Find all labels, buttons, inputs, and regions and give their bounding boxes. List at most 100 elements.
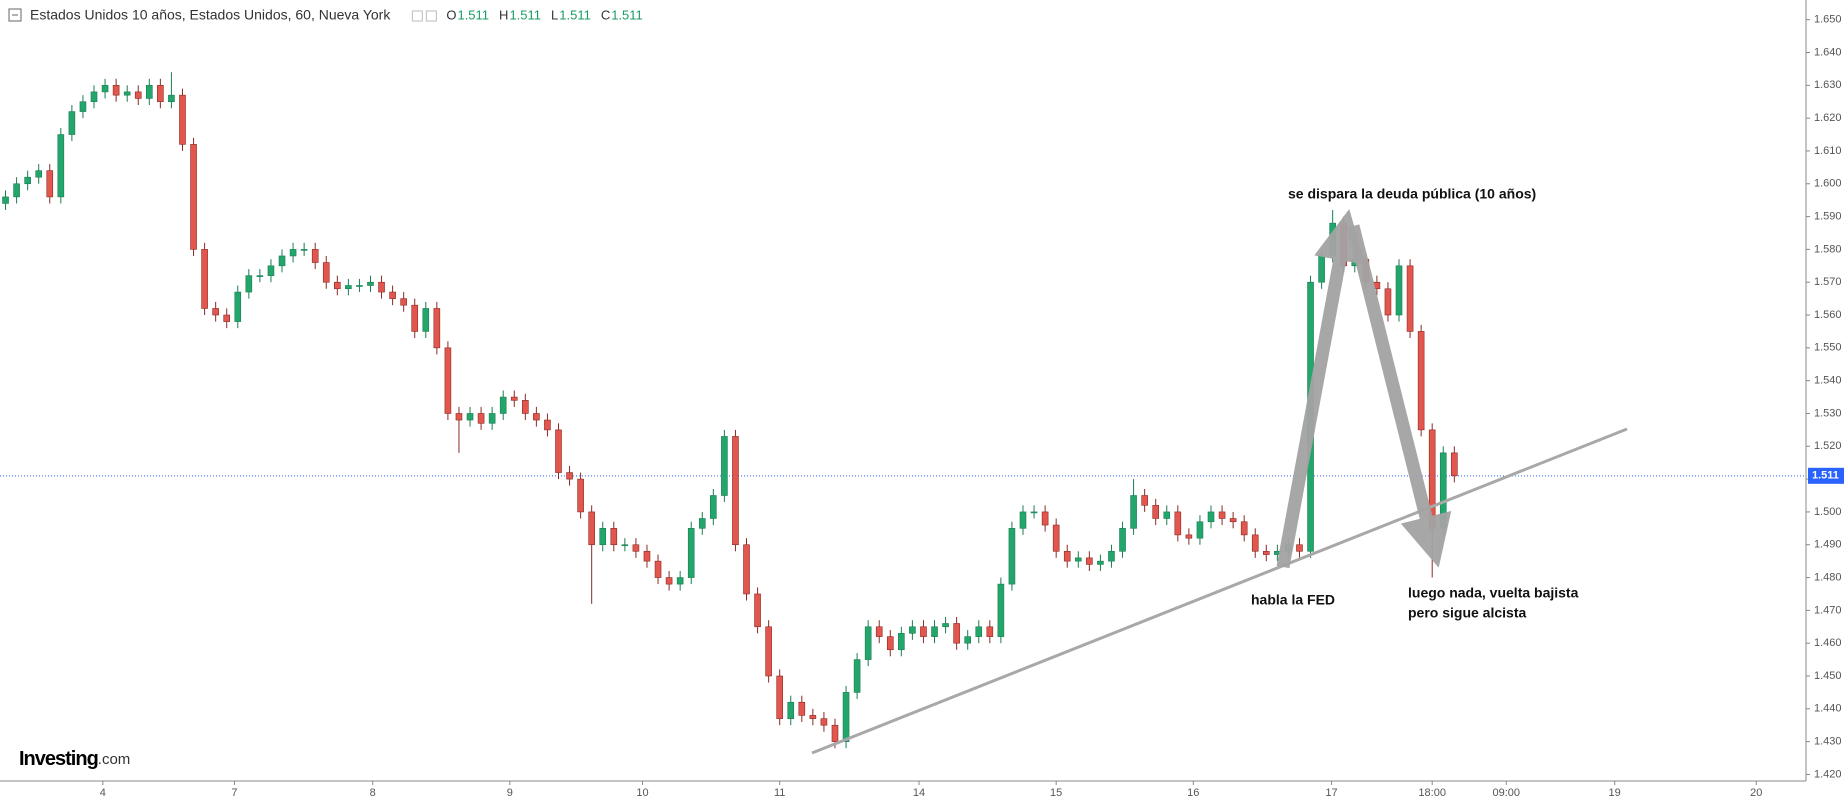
y-tick-label: 1.650 xyxy=(1814,14,1842,26)
price-badge-label: 1.511 xyxy=(1812,470,1839,482)
candle-body xyxy=(1395,265,1403,316)
candle-body xyxy=(1052,524,1060,552)
candle-body xyxy=(931,626,938,637)
y-tick-label: 1.580 xyxy=(1814,243,1842,255)
candle-body xyxy=(1218,511,1226,519)
candle-body xyxy=(256,275,264,277)
candle-body xyxy=(477,413,485,424)
chart-title: Estados Unidos 10 años, Estados Unidos, … xyxy=(30,7,391,23)
candle-body xyxy=(676,577,684,585)
candle-body xyxy=(909,626,916,634)
candle-body xyxy=(544,419,551,431)
y-tick-label: 1.550 xyxy=(1814,342,1842,354)
candle-body xyxy=(13,183,20,198)
candle-body xyxy=(234,291,242,322)
candle-body xyxy=(1229,518,1237,523)
candle-body xyxy=(267,265,275,276)
candle-body xyxy=(223,314,231,322)
candle-body xyxy=(1384,288,1392,316)
candle-body xyxy=(1097,560,1104,565)
legend-value: 1.511 xyxy=(457,7,489,22)
candle-body xyxy=(46,170,54,198)
candle-body xyxy=(853,659,861,693)
candle-body xyxy=(157,85,164,103)
candle-body xyxy=(1130,495,1137,529)
candle-body xyxy=(168,94,175,103)
y-tick-label: 1.610 xyxy=(1814,145,1842,157)
candle-body xyxy=(1296,544,1303,552)
legend-key: O xyxy=(446,7,456,22)
collapse-icon[interactable] xyxy=(8,8,22,22)
candle-body xyxy=(1108,550,1115,562)
x-tick-label: 15 xyxy=(1050,787,1062,799)
candle-body xyxy=(1251,534,1259,552)
candle-body xyxy=(920,626,927,637)
candle-body xyxy=(510,396,518,401)
y-tick-label: 1.570 xyxy=(1814,276,1842,288)
candle-body xyxy=(643,550,651,562)
y-tick-label: 1.500 xyxy=(1814,506,1842,518)
y-tick-label: 1.430 xyxy=(1814,736,1842,748)
candle-body xyxy=(1329,222,1336,257)
annotation: pero sigue alcista xyxy=(1408,605,1526,621)
candle-body xyxy=(953,623,960,644)
candle-body xyxy=(79,101,87,112)
candle-body xyxy=(698,518,706,529)
candle-body xyxy=(311,249,319,263)
candle-body xyxy=(1086,557,1093,565)
candle-body xyxy=(1141,495,1148,506)
y-tick-label: 1.440 xyxy=(1814,703,1842,715)
candle-body xyxy=(1451,452,1458,477)
legend-icon xyxy=(411,10,423,22)
candle-body xyxy=(123,91,131,96)
x-tick-label: 9 xyxy=(507,787,513,799)
x-tick-label: 09:00 xyxy=(1493,787,1521,799)
candle-body xyxy=(411,304,419,332)
candle-body xyxy=(599,528,607,546)
candle-body xyxy=(1185,534,1193,539)
legend-key: H xyxy=(499,7,508,22)
candle-body xyxy=(798,701,806,716)
legend-value: 1.511 xyxy=(509,7,541,22)
candle-body xyxy=(433,308,441,349)
candle-body xyxy=(1207,511,1215,523)
candle-body xyxy=(499,396,507,414)
up-arrow xyxy=(1276,208,1366,569)
y-tick-label: 1.460 xyxy=(1814,637,1842,649)
candle-body xyxy=(134,91,142,99)
candle-body xyxy=(179,94,186,145)
candle-body xyxy=(577,478,584,513)
candle-body xyxy=(289,249,297,257)
candle-body xyxy=(986,626,994,637)
candle-body xyxy=(1030,511,1038,514)
x-tick-label: 4 xyxy=(100,787,106,799)
y-tick-label: 1.520 xyxy=(1814,440,1842,452)
candle-body xyxy=(389,291,396,299)
candle-body xyxy=(743,544,750,595)
candle-body xyxy=(522,400,529,414)
candle-body xyxy=(57,134,65,198)
candle-body xyxy=(765,626,772,677)
legend-value: 1.511 xyxy=(611,7,643,22)
candle-body xyxy=(820,718,828,726)
candle-body xyxy=(322,262,330,283)
candle-body xyxy=(809,715,817,719)
candle-body xyxy=(466,413,474,421)
logo-brand: Investing xyxy=(19,748,98,770)
candle-body xyxy=(455,413,463,421)
y-tick-label: 1.590 xyxy=(1814,210,1842,222)
candle-body xyxy=(378,281,385,293)
candle-body xyxy=(1318,255,1325,283)
logo-suffix: .com xyxy=(98,751,131,768)
x-tick-label: 11 xyxy=(774,787,785,799)
legend-value: 1.511 xyxy=(559,7,591,22)
candle-body xyxy=(632,544,640,552)
legend-icon xyxy=(425,10,437,22)
trend-line xyxy=(811,427,1628,755)
candle-body xyxy=(278,255,286,267)
candle-body xyxy=(732,436,739,546)
candle-body xyxy=(1041,511,1049,526)
candle-body xyxy=(776,675,783,719)
y-tick-label: 1.540 xyxy=(1814,375,1842,387)
